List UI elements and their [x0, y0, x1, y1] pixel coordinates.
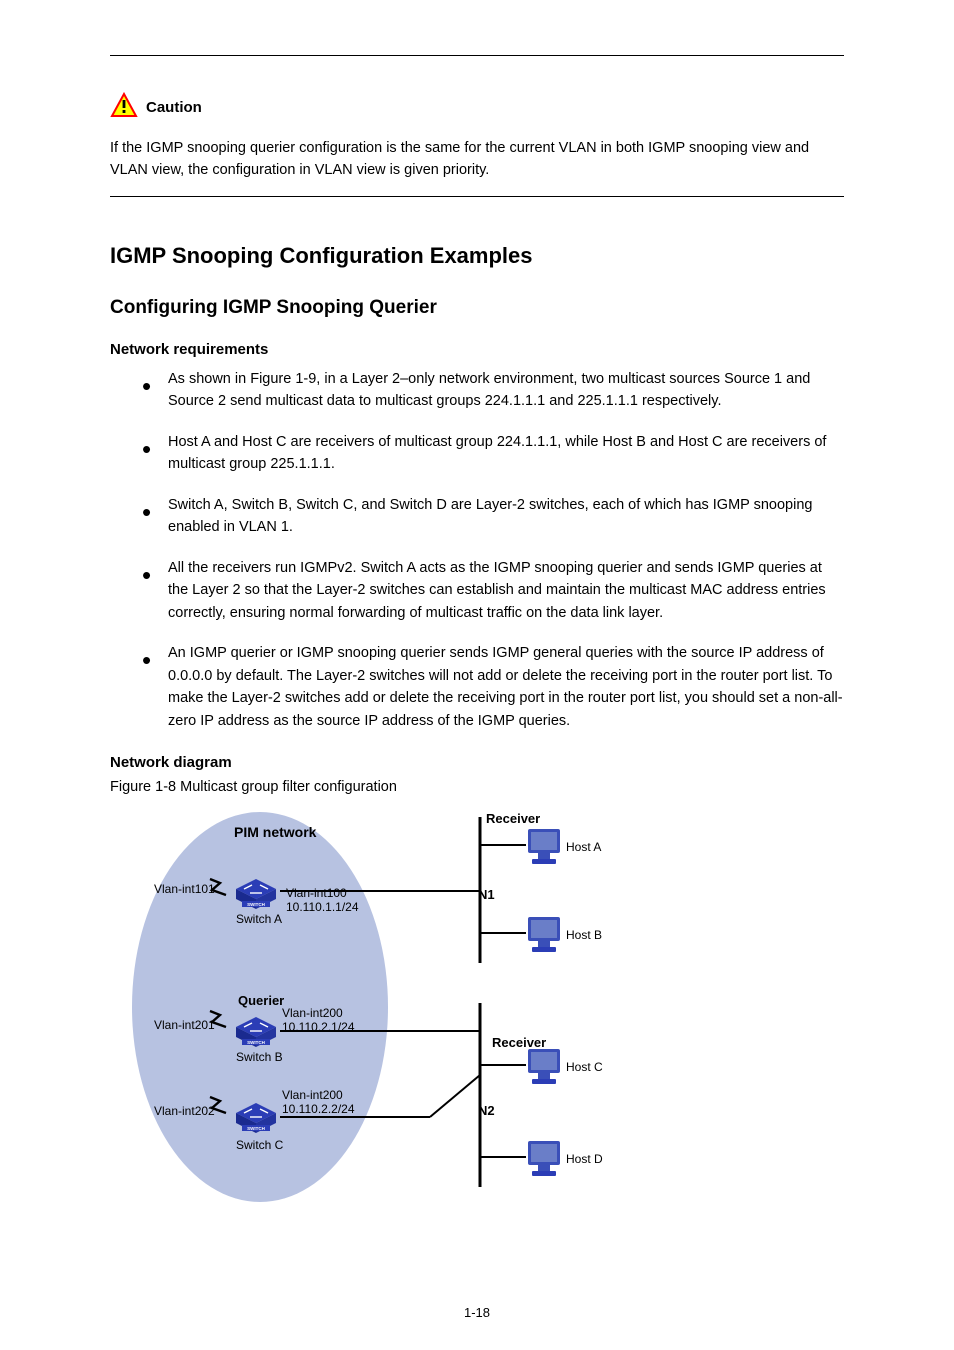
heading-network-req: Network requirements: [110, 341, 844, 358]
host-b-label: Host B: [566, 928, 602, 942]
list-item: As shown in Figure 1-9, in a Layer 2–onl…: [146, 368, 844, 413]
page-root: Caution If the IGMP snooping querier con…: [0, 0, 954, 1257]
list-item: All the receivers run IGMPv2. Switch A a…: [146, 557, 844, 624]
sw-b-right-if: Vlan-int200: [282, 1006, 343, 1020]
caution-text: If the IGMP snooping querier configurati…: [110, 137, 844, 182]
sw-a-name: Switch A: [236, 912, 282, 926]
host-b-icon: [528, 917, 560, 952]
heading-network-diag: Network diagram: [110, 754, 844, 771]
heading-querier: Configuring IGMP Snooping Querier: [110, 297, 844, 319]
sw-a-left-if: Vlan-int101: [154, 882, 215, 896]
sw-b-name: Switch B: [236, 1050, 283, 1064]
host-c-icon: [528, 1049, 560, 1084]
n2-label: N2: [478, 1103, 495, 1118]
receiver-label-1: Receiver: [486, 811, 540, 826]
figure-caption: Figure 1-8 Multicast group filter config…: [110, 779, 844, 795]
n1-label: N1: [478, 887, 495, 902]
sw-c-name: Switch C: [236, 1138, 284, 1152]
host-d-icon: [528, 1141, 560, 1176]
caution-triangle-icon: [110, 92, 138, 123]
sw-b-left-if: Vlan-int201: [154, 1018, 215, 1032]
list-item: An IGMP querier or IGMP snooping querier…: [146, 642, 844, 732]
network-diagram-svg: SWITCH PIM network Vlan-int101 Switch: [130, 807, 690, 1217]
sw-a-right-if: Vlan-int100: [286, 886, 347, 900]
callout-bottom-rule: [110, 196, 844, 197]
figure: SWITCH PIM network Vlan-int101 Switch: [110, 807, 844, 1217]
receiver-label-2: Receiver: [492, 1035, 546, 1050]
host-a-icon: [528, 829, 560, 864]
caution-label: Caution: [146, 99, 202, 116]
top-rule: [110, 55, 844, 56]
page-number: 1-18: [0, 1305, 954, 1320]
list-item: Host A and Host C are receivers of multi…: [146, 431, 844, 476]
sw-c-right-if: Vlan-int200: [282, 1088, 343, 1102]
sw-c-left-if: Vlan-int202: [154, 1104, 215, 1118]
sw-a-right-ip: 10.110.1.1/24: [286, 900, 359, 914]
querier-label: Querier: [238, 993, 284, 1008]
pim-label: PIM network: [234, 824, 317, 840]
host-a-label: Host A: [566, 840, 601, 854]
caution-row: Caution: [110, 92, 844, 123]
line-c-n2: [430, 1075, 480, 1117]
sw-c-right-ip: 10.110.2.2/24: [282, 1102, 355, 1116]
list-item: Switch A, Switch B, Switch C, and Switch…: [146, 494, 844, 539]
host-d-label: Host D: [566, 1152, 603, 1166]
requirements-list: As shown in Figure 1-9, in a Layer 2–onl…: [110, 368, 844, 732]
heading-examples: IGMP Snooping Configuration Examples: [110, 243, 844, 269]
host-c-label: Host C: [566, 1060, 603, 1074]
